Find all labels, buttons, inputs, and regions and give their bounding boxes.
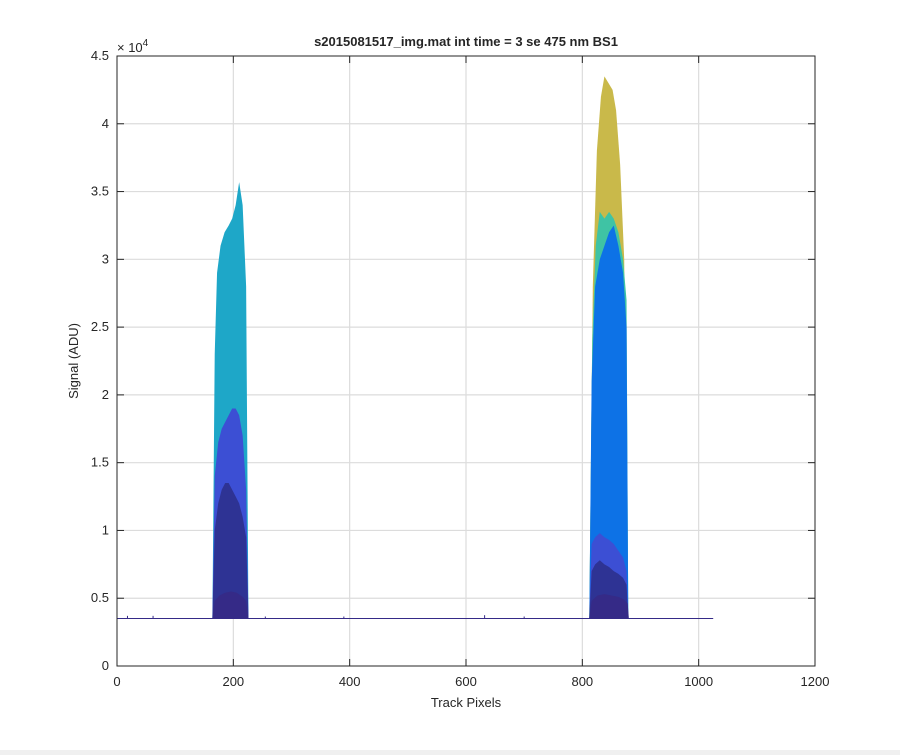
x-axis-ticks: 0 200 400 600 800 1000 1200	[113, 56, 829, 689]
y-tick-label: 4.5	[91, 48, 109, 63]
x-tick-label: 1200	[801, 674, 830, 689]
series-6-peak-0-area	[212, 591, 249, 619]
y-axis-label: Signal (ADU)	[66, 323, 81, 399]
y-tick-label: 2.5	[91, 319, 109, 334]
series-5-peak-0-area	[212, 483, 249, 619]
y-tick-label: 1	[102, 522, 109, 537]
chart-title: s2015081517_img.mat int time = 3 se 475 …	[314, 34, 618, 49]
y-multiplier: × 104	[117, 38, 149, 55]
y-tick-label: 0.5	[91, 590, 109, 605]
series-3-peak-0-area	[589, 225, 629, 619]
x-axis-label: Track Pixels	[431, 695, 502, 710]
x-tick-label: 1000	[684, 674, 713, 689]
y-tick-label: 3.5	[91, 184, 109, 199]
y-tick-label: 0	[102, 658, 109, 673]
series-6-peak-1-area	[589, 594, 629, 619]
baseline-layer	[117, 615, 714, 620]
y-tick-label: 3	[102, 251, 109, 266]
x-tick-label: 400	[339, 674, 361, 689]
x-tick-label: 200	[222, 674, 244, 689]
data-areas	[212, 76, 629, 619]
x-tick-label: 0	[113, 674, 120, 689]
y-tick-label: 4	[102, 116, 109, 131]
y-axis-ticks: 0 0.5 1 1.5 2 2.5 3 3.5 4 4.5	[91, 48, 815, 673]
y-tick-label: 1.5	[91, 455, 109, 470]
y-tick-label: 2	[102, 387, 109, 402]
x-tick-label: 800	[571, 674, 593, 689]
x-tick-label: 600	[455, 674, 477, 689]
